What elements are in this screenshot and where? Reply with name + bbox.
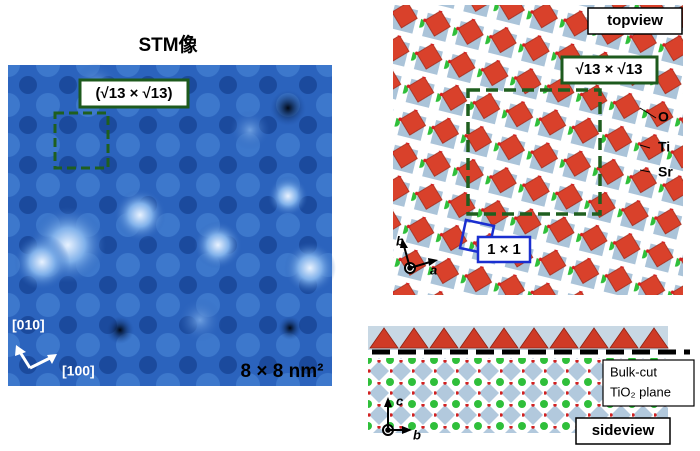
plane-label-box — [602, 359, 695, 407]
topview-axes — [400, 238, 438, 274]
axis-label: b — [413, 427, 421, 442]
stm-title: STM像 — [138, 33, 198, 56]
axis-label: a — [430, 262, 437, 277]
direction-label: [100] — [62, 363, 95, 379]
stm-image — [8, 63, 336, 386]
plane-label: TiO₂ plane — [610, 384, 671, 399]
sideview-axes — [382, 397, 412, 436]
direction-label: [010] — [12, 317, 45, 333]
sideview-title: sideview — [592, 422, 655, 439]
scale-label: 8 × 8 nm² — [241, 361, 324, 382]
topview-title: topview — [607, 12, 663, 29]
supercell-outline — [466, 88, 602, 216]
atom-pointers — [639, 107, 657, 173]
topview-box — [587, 7, 683, 35]
axis-label: c — [396, 393, 404, 408]
unit-cell-label: 1 × 1 — [487, 241, 521, 258]
plane-label: Bulk-cut — [610, 364, 657, 379]
direction-arrows — [15, 345, 57, 370]
atom-label: O — [658, 109, 669, 125]
topview-structure — [393, 5, 683, 295]
supercell-label-box — [560, 55, 659, 85]
axis-label: b — [396, 233, 404, 248]
unit-cell-box — [476, 235, 532, 264]
supercell-label: √13 × √13 — [576, 61, 643, 78]
supercell-label-box — [78, 78, 190, 109]
supercell-outline — [53, 111, 110, 170]
sideview-box — [575, 417, 671, 445]
atom-label: Ti — [658, 139, 670, 155]
atom-legend: O Ti Sr — [658, 109, 673, 180]
supercell-label: (√13 × √13) — [96, 85, 173, 102]
atom-label: Sr — [658, 164, 673, 180]
